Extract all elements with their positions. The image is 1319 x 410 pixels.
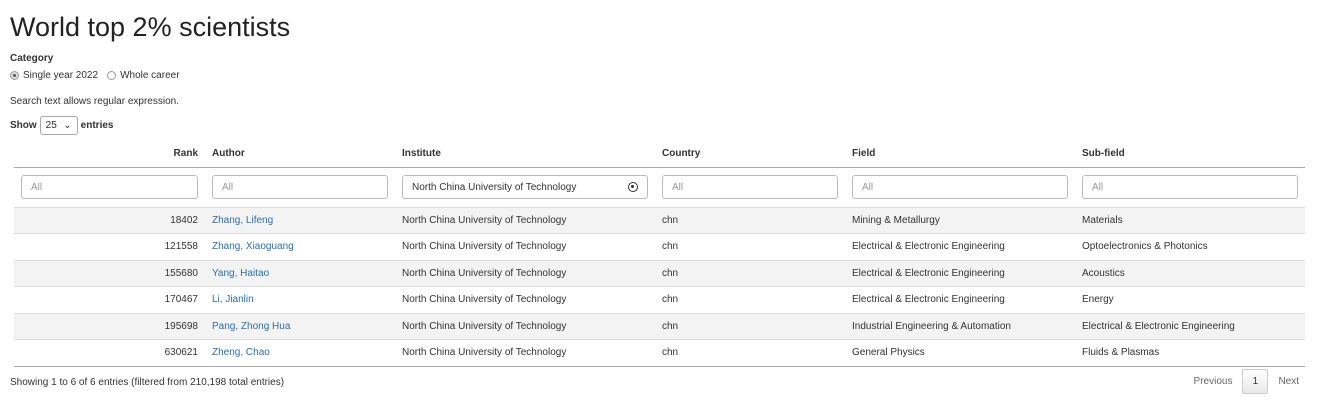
author-cell: Zhang, Xiaoguang — [205, 233, 395, 260]
placeholder: All — [222, 181, 234, 193]
category-radio-group: Single year 2022 Whole career — [10, 70, 180, 81]
author-cell: Zheng, Chao — [205, 339, 395, 367]
category-label: Category — [10, 53, 54, 64]
pagination: Previous 1 Next — [1194, 369, 1299, 394]
radio-unselected-icon[interactable] — [107, 71, 117, 80]
author-link[interactable]: Zhang, Xiaoguang — [212, 241, 294, 253]
subfield-cell: Acoustics — [1075, 259, 1305, 287]
rank-cell: 155680 — [14, 259, 205, 287]
table-row: 121558 Zhang, Xiaoguang North China Univer… — [14, 233, 1305, 260]
author-link[interactable]: Zhang, Lifeng — [212, 214, 274, 226]
institute-cell: North China University of Technology — [395, 286, 655, 313]
column-header-institute[interactable]: Institute — [395, 140, 655, 168]
institute-filter-input[interactable]: North China University of Technology — [402, 175, 648, 199]
subfield-cell: Fluids & Plasmas — [1075, 339, 1305, 367]
rank-cell: 170467 — [14, 286, 205, 313]
radio-label: Whole career — [120, 70, 180, 81]
radio-label: Single year 2022 — [23, 70, 99, 81]
country-filter-input[interactable]: All — [662, 175, 838, 199]
country-cell: chn — [655, 312, 845, 340]
institute-cell: North China University of Technology — [395, 206, 655, 234]
table-row: 195698 Pang, Zhong Hua North China Univers… — [14, 312, 1305, 340]
rank-cell: 18402 — [14, 206, 205, 234]
author-link[interactable]: Yang, Haitao — [212, 267, 270, 279]
next-button[interactable]: Next — [1278, 376, 1299, 387]
author-link[interactable]: Zheng, Chao — [212, 347, 270, 359]
institute-cell: North China University of Technology — [395, 233, 655, 260]
subfield-cell: Energy — [1075, 286, 1305, 313]
institute-cell: North China University of Technology — [395, 312, 655, 340]
author-cell: Zhang, Lifeng — [205, 206, 395, 234]
author-cell: Yang, Haitao — [205, 259, 395, 287]
length-control: Show 25 ⌄ entries — [10, 116, 113, 135]
results-table: Rank Author Institute Country Field Sub-… — [14, 140, 1305, 367]
subfield-cell: Electrical & Electronic Engineering — [1075, 312, 1305, 340]
institute-cell: North China University of Technology — [395, 259, 655, 287]
country-cell: chn — [655, 233, 845, 260]
entries-select[interactable]: 25 ⌄ — [39, 116, 78, 135]
author-link[interactable]: Li, Jianlin — [212, 294, 254, 306]
placeholder: All — [31, 181, 43, 193]
field-cell: Electrical & Electronic Engineering — [845, 259, 1075, 287]
institute-cell: North China University of Technology — [395, 339, 655, 367]
country-cell: chn — [655, 259, 845, 287]
subfield-filter-input[interactable]: All — [1082, 175, 1298, 199]
field-cell: Electrical & Electronic Engineering — [845, 233, 1075, 260]
author-cell: Pang, Zhong Hua — [205, 312, 395, 340]
column-header-subfield[interactable]: Sub-field — [1075, 140, 1305, 168]
country-cell: chn — [655, 286, 845, 313]
radio-whole-career[interactable]: Whole career — [107, 70, 180, 81]
author-filter-input[interactable]: All — [212, 175, 388, 199]
radio-selected-icon[interactable] — [10, 71, 19, 80]
table-row: 18402 Zhang, Lifeng North China University… — [14, 206, 1305, 234]
page-title: World top 2% scientists — [10, 12, 291, 42]
rank-cell: 195698 — [14, 312, 205, 340]
author-cell: Li, Jianlin — [205, 286, 395, 313]
regex-note: Search text allows regular expression. — [10, 96, 179, 107]
column-header-field[interactable]: Field — [845, 140, 1075, 168]
field-filter-input[interactable]: All — [852, 175, 1068, 199]
previous-button[interactable]: Previous — [1193, 376, 1233, 387]
country-cell: chn — [655, 206, 845, 234]
table-row: 170467 Li, Jianlin North China University … — [14, 286, 1305, 313]
column-header-country[interactable]: Country — [655, 140, 845, 168]
column-header-rank[interactable]: Rank — [14, 140, 205, 168]
field-cell: Electrical & Electronic Engineering — [845, 286, 1075, 313]
rank-filter-input[interactable]: All — [21, 175, 198, 199]
placeholder: All — [1092, 181, 1104, 193]
country-cell: chn — [655, 339, 845, 367]
table-row: 155680 Yang, Haitao North China University… — [14, 259, 1305, 287]
field-cell: General Physics — [845, 339, 1075, 367]
show-label: Show — [10, 120, 37, 131]
subfield-cell: Materials — [1075, 206, 1305, 234]
page-1-button[interactable]: 1 — [1242, 369, 1269, 394]
entries-label: entries — [80, 120, 114, 131]
author-link[interactable]: Pang, Zhong Hua — [212, 320, 291, 332]
filter-value: North China University of Technology — [412, 181, 577, 193]
chevron-down-icon: ⌄ — [63, 120, 72, 131]
placeholder: All — [862, 181, 874, 193]
rank-cell: 630621 — [14, 339, 205, 367]
clear-icon[interactable] — [628, 182, 638, 192]
field-cell: Industrial Engineering & Automation — [845, 312, 1075, 340]
placeholder: All — [672, 181, 684, 193]
table-info: Showing 1 to 6 of 6 entries (filtered fr… — [10, 377, 285, 388]
column-header-author[interactable]: Author — [205, 140, 395, 168]
entries-value: 25 — [45, 120, 57, 131]
radio-single-year[interactable]: Single year 2022 — [10, 70, 98, 81]
rank-cell: 121558 — [14, 233, 205, 260]
table-row: 630621 Zheng, Chao North China University … — [14, 339, 1305, 367]
subfield-cell: Optoelectronics & Photonics — [1075, 233, 1305, 260]
field-cell: Mining & Metallurgy — [845, 206, 1075, 234]
